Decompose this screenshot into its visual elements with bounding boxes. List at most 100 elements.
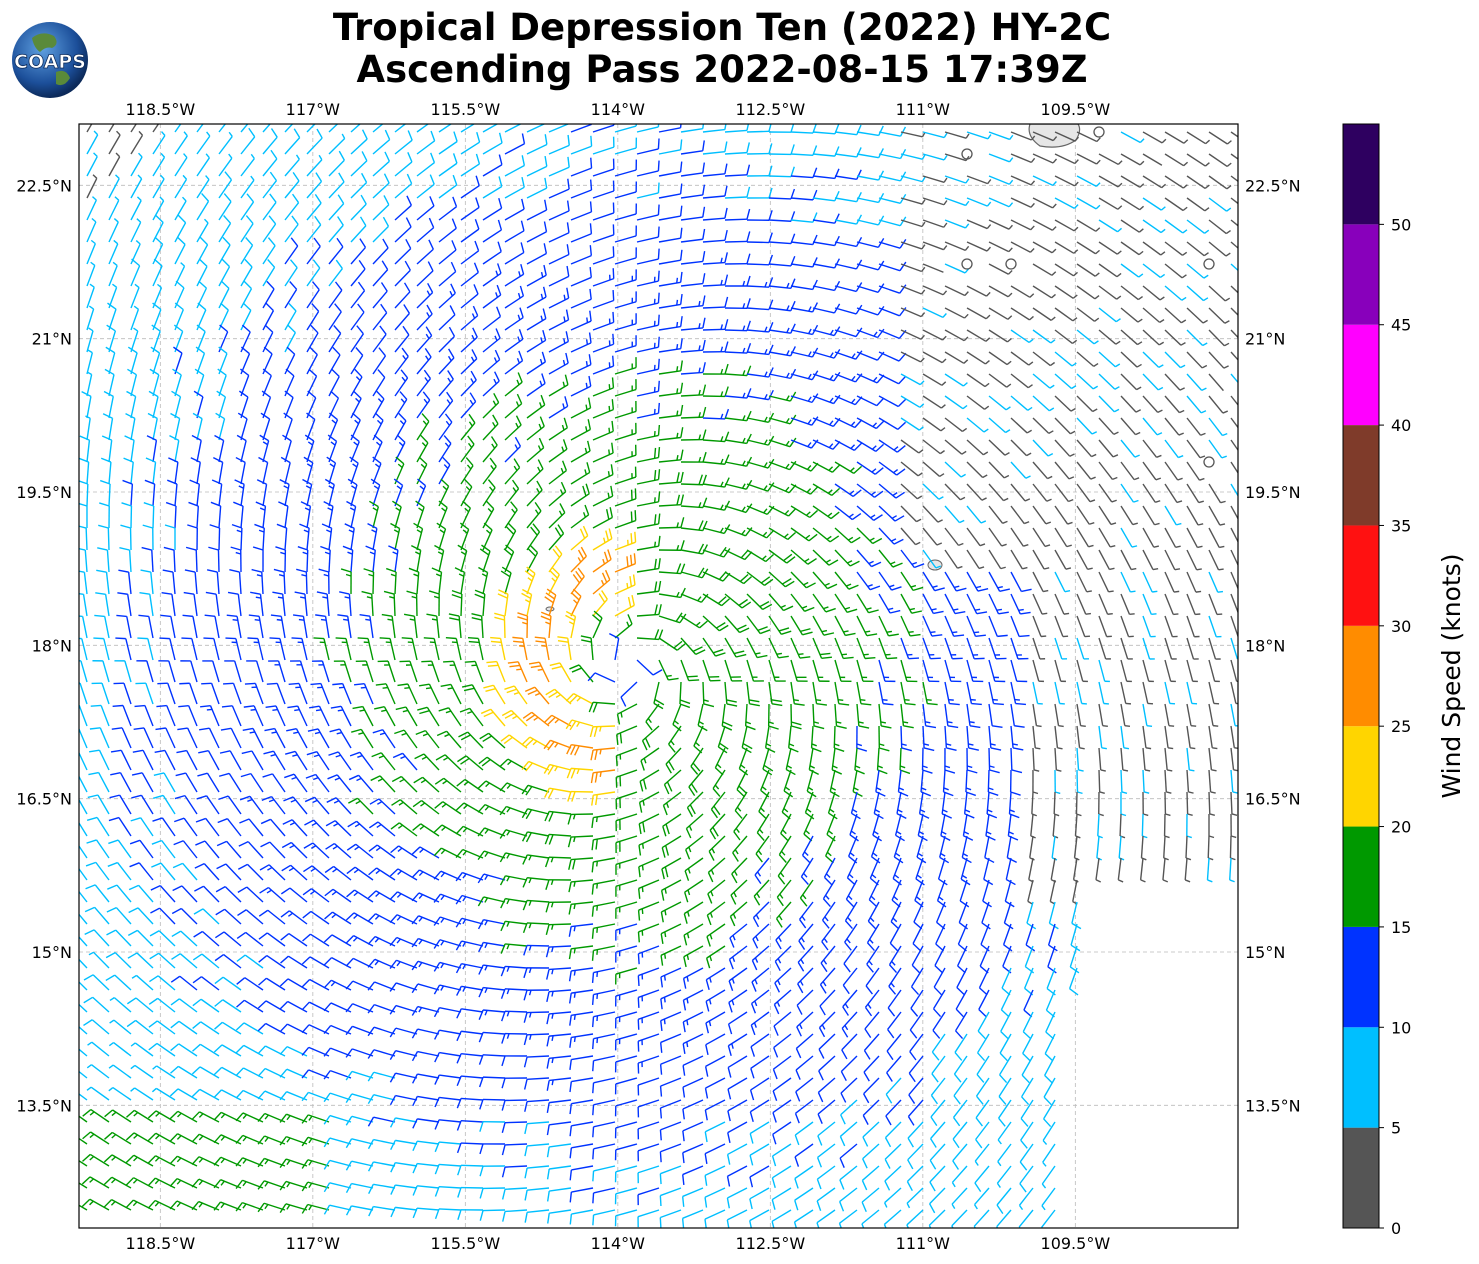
wind-barb xyxy=(658,360,683,375)
wind-barb xyxy=(570,567,585,595)
wind-barb xyxy=(152,196,165,221)
wind-barb xyxy=(504,458,521,485)
wind-barb xyxy=(270,614,286,639)
wind-barb xyxy=(944,219,970,229)
wind-barb xyxy=(1164,593,1179,616)
wind-barb xyxy=(350,368,363,397)
wind-barb xyxy=(394,412,407,441)
wind-barb xyxy=(878,126,907,137)
wind-barb xyxy=(658,587,686,599)
wind-barb xyxy=(372,347,387,375)
wind-barb xyxy=(834,461,863,474)
wind-barb xyxy=(145,457,157,485)
wind-barb xyxy=(231,523,243,551)
wind-barb xyxy=(359,613,374,639)
wind-barb xyxy=(138,614,154,639)
wind-barb xyxy=(326,456,337,485)
wind-barb xyxy=(328,150,345,177)
colorbar-bin xyxy=(1343,425,1379,526)
wind-barb xyxy=(944,637,963,660)
wind-barb xyxy=(834,527,861,544)
wind-barb xyxy=(526,308,547,331)
wind-barb xyxy=(1032,373,1055,389)
wind-barb xyxy=(1142,351,1164,368)
wind-barb xyxy=(306,194,322,221)
wind-barb xyxy=(592,528,613,551)
wind-barb xyxy=(106,324,117,353)
wind-barb xyxy=(482,436,498,463)
wind-barb xyxy=(900,241,926,250)
wind-barb xyxy=(680,273,706,287)
wind-barb xyxy=(680,140,705,155)
wind-barb xyxy=(218,171,233,199)
wind-barb xyxy=(460,349,478,375)
wind-barb xyxy=(230,546,242,573)
plot-title-line-2: Ascending Pass 2022-08-15 17:39Z xyxy=(356,48,1088,91)
wind-barb xyxy=(856,148,884,159)
wind-barb xyxy=(1142,593,1157,616)
wind-barb xyxy=(240,258,253,287)
wind-barb xyxy=(93,637,110,661)
wind-barb xyxy=(1120,175,1145,188)
wind-barb xyxy=(167,479,178,507)
wind-barb xyxy=(152,214,164,243)
wind-barb xyxy=(238,390,249,419)
wind-barb xyxy=(372,390,385,419)
wind-barb xyxy=(746,615,771,635)
wind-barb xyxy=(1098,461,1118,481)
wind-barb xyxy=(1010,395,1033,411)
wind-barb xyxy=(276,523,288,551)
wind-barb xyxy=(966,483,987,501)
wind-barb xyxy=(1164,417,1184,436)
wind-barb xyxy=(306,154,323,177)
wind-barb xyxy=(306,324,319,353)
wind-barb xyxy=(658,249,683,265)
wind-barb xyxy=(944,395,968,410)
wind-barb xyxy=(592,590,608,617)
wind-barb xyxy=(233,501,244,529)
wind-barb xyxy=(107,302,117,331)
wind-barb xyxy=(636,580,662,595)
wind-barb xyxy=(467,636,484,661)
wind-barb xyxy=(482,241,502,265)
wind-barb xyxy=(526,330,547,353)
wind-barb xyxy=(1054,439,1075,457)
wind-barb xyxy=(504,436,522,463)
wind-barb xyxy=(130,327,139,353)
wind-barb xyxy=(86,239,96,265)
wind-barb xyxy=(372,238,389,265)
wind-barb xyxy=(1010,373,1033,389)
wind-barb xyxy=(1186,307,1208,324)
wind-barb xyxy=(184,569,198,595)
wind-barb xyxy=(790,279,818,291)
wind-barb xyxy=(1230,241,1238,249)
colorbar-tick-label: 15 xyxy=(1391,918,1411,937)
wind-barb xyxy=(323,500,334,529)
colorbar-tick-label: 30 xyxy=(1391,617,1411,636)
wind-barb xyxy=(1230,527,1238,544)
wind-barb xyxy=(548,439,568,463)
wind-barb xyxy=(1032,637,1046,660)
lat-tick-label-left: 22.5°N xyxy=(16,176,72,195)
wind-barb xyxy=(636,138,660,155)
wind-barb xyxy=(1186,219,1210,234)
wind-barb xyxy=(126,390,137,419)
wind-barb xyxy=(1010,219,1035,231)
wind-barb xyxy=(944,241,970,252)
wind-barb xyxy=(174,174,188,199)
island-shape xyxy=(927,559,943,571)
wind-barb xyxy=(592,442,614,463)
wind-barb xyxy=(966,527,986,547)
wind-barb xyxy=(966,197,992,207)
wind-barb xyxy=(944,593,966,615)
wind-barb xyxy=(592,311,615,331)
wind-barb xyxy=(570,266,592,287)
wind-barb xyxy=(526,373,546,397)
wind-barb xyxy=(834,483,862,498)
wind-barb xyxy=(724,142,751,155)
wind-barb xyxy=(401,637,418,661)
wind-barb xyxy=(284,281,298,309)
wind-barb xyxy=(172,368,182,397)
wind-barb xyxy=(614,247,637,265)
wind-barb xyxy=(856,260,885,271)
